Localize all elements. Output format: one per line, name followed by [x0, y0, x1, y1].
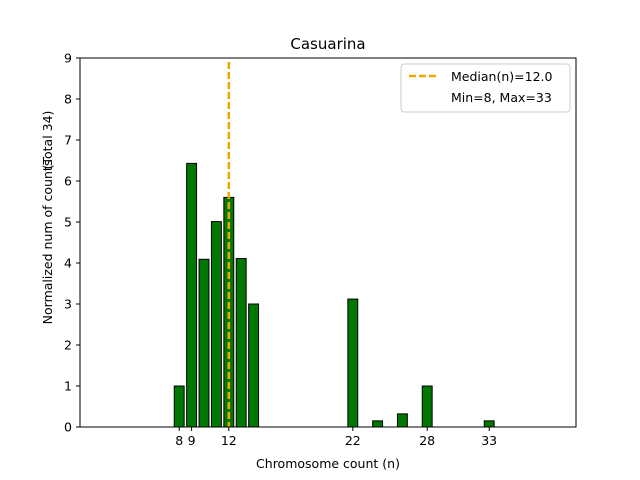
legend-box	[400, 63, 571, 113]
bar-n-10	[198, 258, 210, 428]
y-tick-label: 5	[64, 215, 72, 230]
chart-title: Casuarina	[290, 35, 365, 53]
y-axis-total-note: (Total 34)	[40, 111, 55, 170]
x-tick-label: 22	[345, 433, 361, 448]
bar-n-9	[186, 162, 198, 428]
y-tick-label: 9	[64, 51, 72, 66]
y-tick-label: 8	[64, 92, 72, 107]
bar-n-13	[235, 257, 247, 428]
y-tick-label: 1	[64, 379, 72, 394]
bar-n-33	[483, 420, 495, 428]
bar-n-14	[248, 303, 260, 428]
y-axis-label: Normalized num of counts	[40, 160, 55, 325]
bar-n-8	[173, 385, 185, 428]
x-ticks: 8 9 12 22 28 33	[175, 427, 497, 448]
x-tick-label: 8	[175, 433, 183, 448]
x-tick-label: 9	[188, 433, 196, 448]
legend-range-label: Min=8, Max=33	[451, 90, 552, 105]
bar-n-24	[372, 420, 384, 428]
bar-n-28	[421, 385, 433, 428]
y-tick-label: 6	[64, 174, 72, 189]
y-tick-label: 2	[64, 338, 72, 353]
y-tick-label: 7	[64, 133, 72, 148]
bars-layer	[173, 162, 495, 428]
x-tick-label: 33	[481, 433, 497, 448]
bar-n-22	[347, 298, 359, 428]
legend-median-label: Median(n)=12.0	[451, 69, 552, 84]
x-tick-label: 12	[221, 433, 237, 448]
x-tick-label: 28	[419, 433, 435, 448]
bar-n-26	[396, 413, 408, 428]
legend: Median(n)=12.0 Min=8, Max=33	[400, 63, 571, 113]
x-axis-label: Chromosome count (n)	[256, 456, 400, 471]
y-tick-label: 4	[64, 256, 72, 271]
y-tick-label: 3	[64, 297, 72, 312]
y-tick-label: 0	[64, 420, 72, 435]
y-ticks: 0 1 2 3 4 5 6 7 8 9	[64, 51, 80, 435]
plot-frame	[79, 57, 577, 428]
bar-n-11	[210, 221, 222, 428]
